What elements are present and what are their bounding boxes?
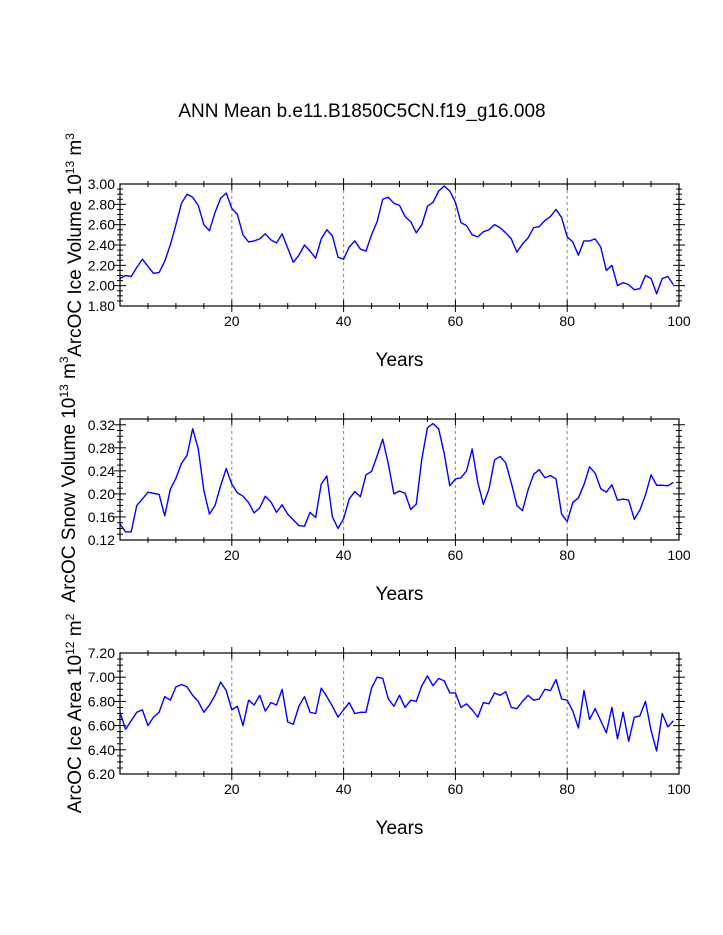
y-tick-label: 6.80 [88,693,115,709]
chart-panel-3: 20 40 60 80 100 6.20 6.40 6.60 6.80 7.00 7.20 Years… [63,613,691,839]
y-tick-label: 0.24 [88,463,115,479]
y-axis-title-unit: m [59,363,80,384]
y-axis-title: ArcOC Ice Volume 1013 m3 [63,133,86,357]
series-line [119,422,674,533]
chart-panels: 20 40 60 80 100 1.80 2.00 2.20 2.40 2.60 2.80 3.00 Y… [57,133,691,839]
x-tick-label: 20 [224,547,240,563]
y-axis-title-unit: m [65,140,86,161]
y-tick-label: 7.00 [88,669,115,685]
x-axis-title: Years [376,584,424,605]
y-tick-label: 2.60 [88,217,115,233]
y-tick-label: 2.00 [88,278,115,294]
x-tick-label: 100 [667,781,691,797]
x-tick-label: 40 [336,313,352,329]
y-tick-label: 2.40 [88,237,115,253]
y-axis-title-exponent: 13 [63,161,77,175]
y-tick-label: 1.80 [88,298,115,314]
y-tick-label: 6.20 [88,766,115,782]
x-tick-label: 60 [448,313,464,329]
series-line [119,675,674,752]
plot-frame [119,183,680,307]
y-tick-label: 2.20 [88,257,115,273]
x-tick-label: 100 [667,547,691,563]
y-tick-label: 7.20 [88,645,115,661]
x-tick-label: 20 [224,781,240,797]
figure-title: ANN Mean b.e11.B1850C5CN.f19_g16.008 [178,101,545,122]
x-tick-label: 80 [559,781,575,797]
plot-frame [119,652,680,775]
x-tick-label: 40 [336,547,352,563]
y-axis-title-exponent: 12 [63,641,77,655]
y-tick-label: 0.28 [88,440,115,456]
y-axis-title: ArcOC Snow Volume 1013 m3 [57,356,80,602]
y-axis-title-text: ArcOC Ice Area 10 [65,655,86,813]
y-tick-label: 6.40 [88,742,115,758]
plot-frame [119,418,680,541]
y-axis-title: ArcOC Ice Area 1012 m2 [63,613,86,813]
x-tick-label: 60 [448,547,464,563]
x-tick-label: 80 [559,313,575,329]
x-axis-title: Years [376,818,424,839]
x-tick-label: 100 [667,313,691,329]
y-tick-label: 0.12 [88,532,115,548]
y-axis-title-text: ArcOC Snow Volume 10 [59,398,80,603]
y-tick-label: 6.60 [88,718,115,734]
y-tick-label: 0.16 [88,509,115,525]
y-tick-label: 0.32 [88,417,115,433]
x-tick-label: 40 [336,781,352,797]
y-axis-title-unit-exponent: 2 [63,613,77,620]
y-axis-title-unit-exponent: 3 [63,133,77,140]
x-tick-label: 60 [448,781,464,797]
y-tick-label: 3.00 [88,176,115,192]
y-tick-label: 0.20 [88,486,115,502]
y-axis-title-unit-exponent: 3 [57,356,71,363]
y-axis-title-exponent: 13 [57,384,71,398]
x-axis-title: Years [376,350,424,371]
y-axis-title-unit: m [65,620,86,641]
x-tick-label: 20 [224,313,240,329]
chart-panel-2: 20 40 60 80 100 0.12 0.16 0.20 0.24 0.28 0.32 Years… [57,356,691,605]
y-axis-title-text: ArcOC Ice Volume 10 [65,174,86,357]
y-tick-label: 2.80 [88,196,115,212]
x-tick-label: 80 [559,547,575,563]
series-line [119,185,674,295]
chart-panel-1: 20 40 60 80 100 1.80 2.00 2.20 2.40 2.60 2.80 3.00 Y… [63,133,691,371]
